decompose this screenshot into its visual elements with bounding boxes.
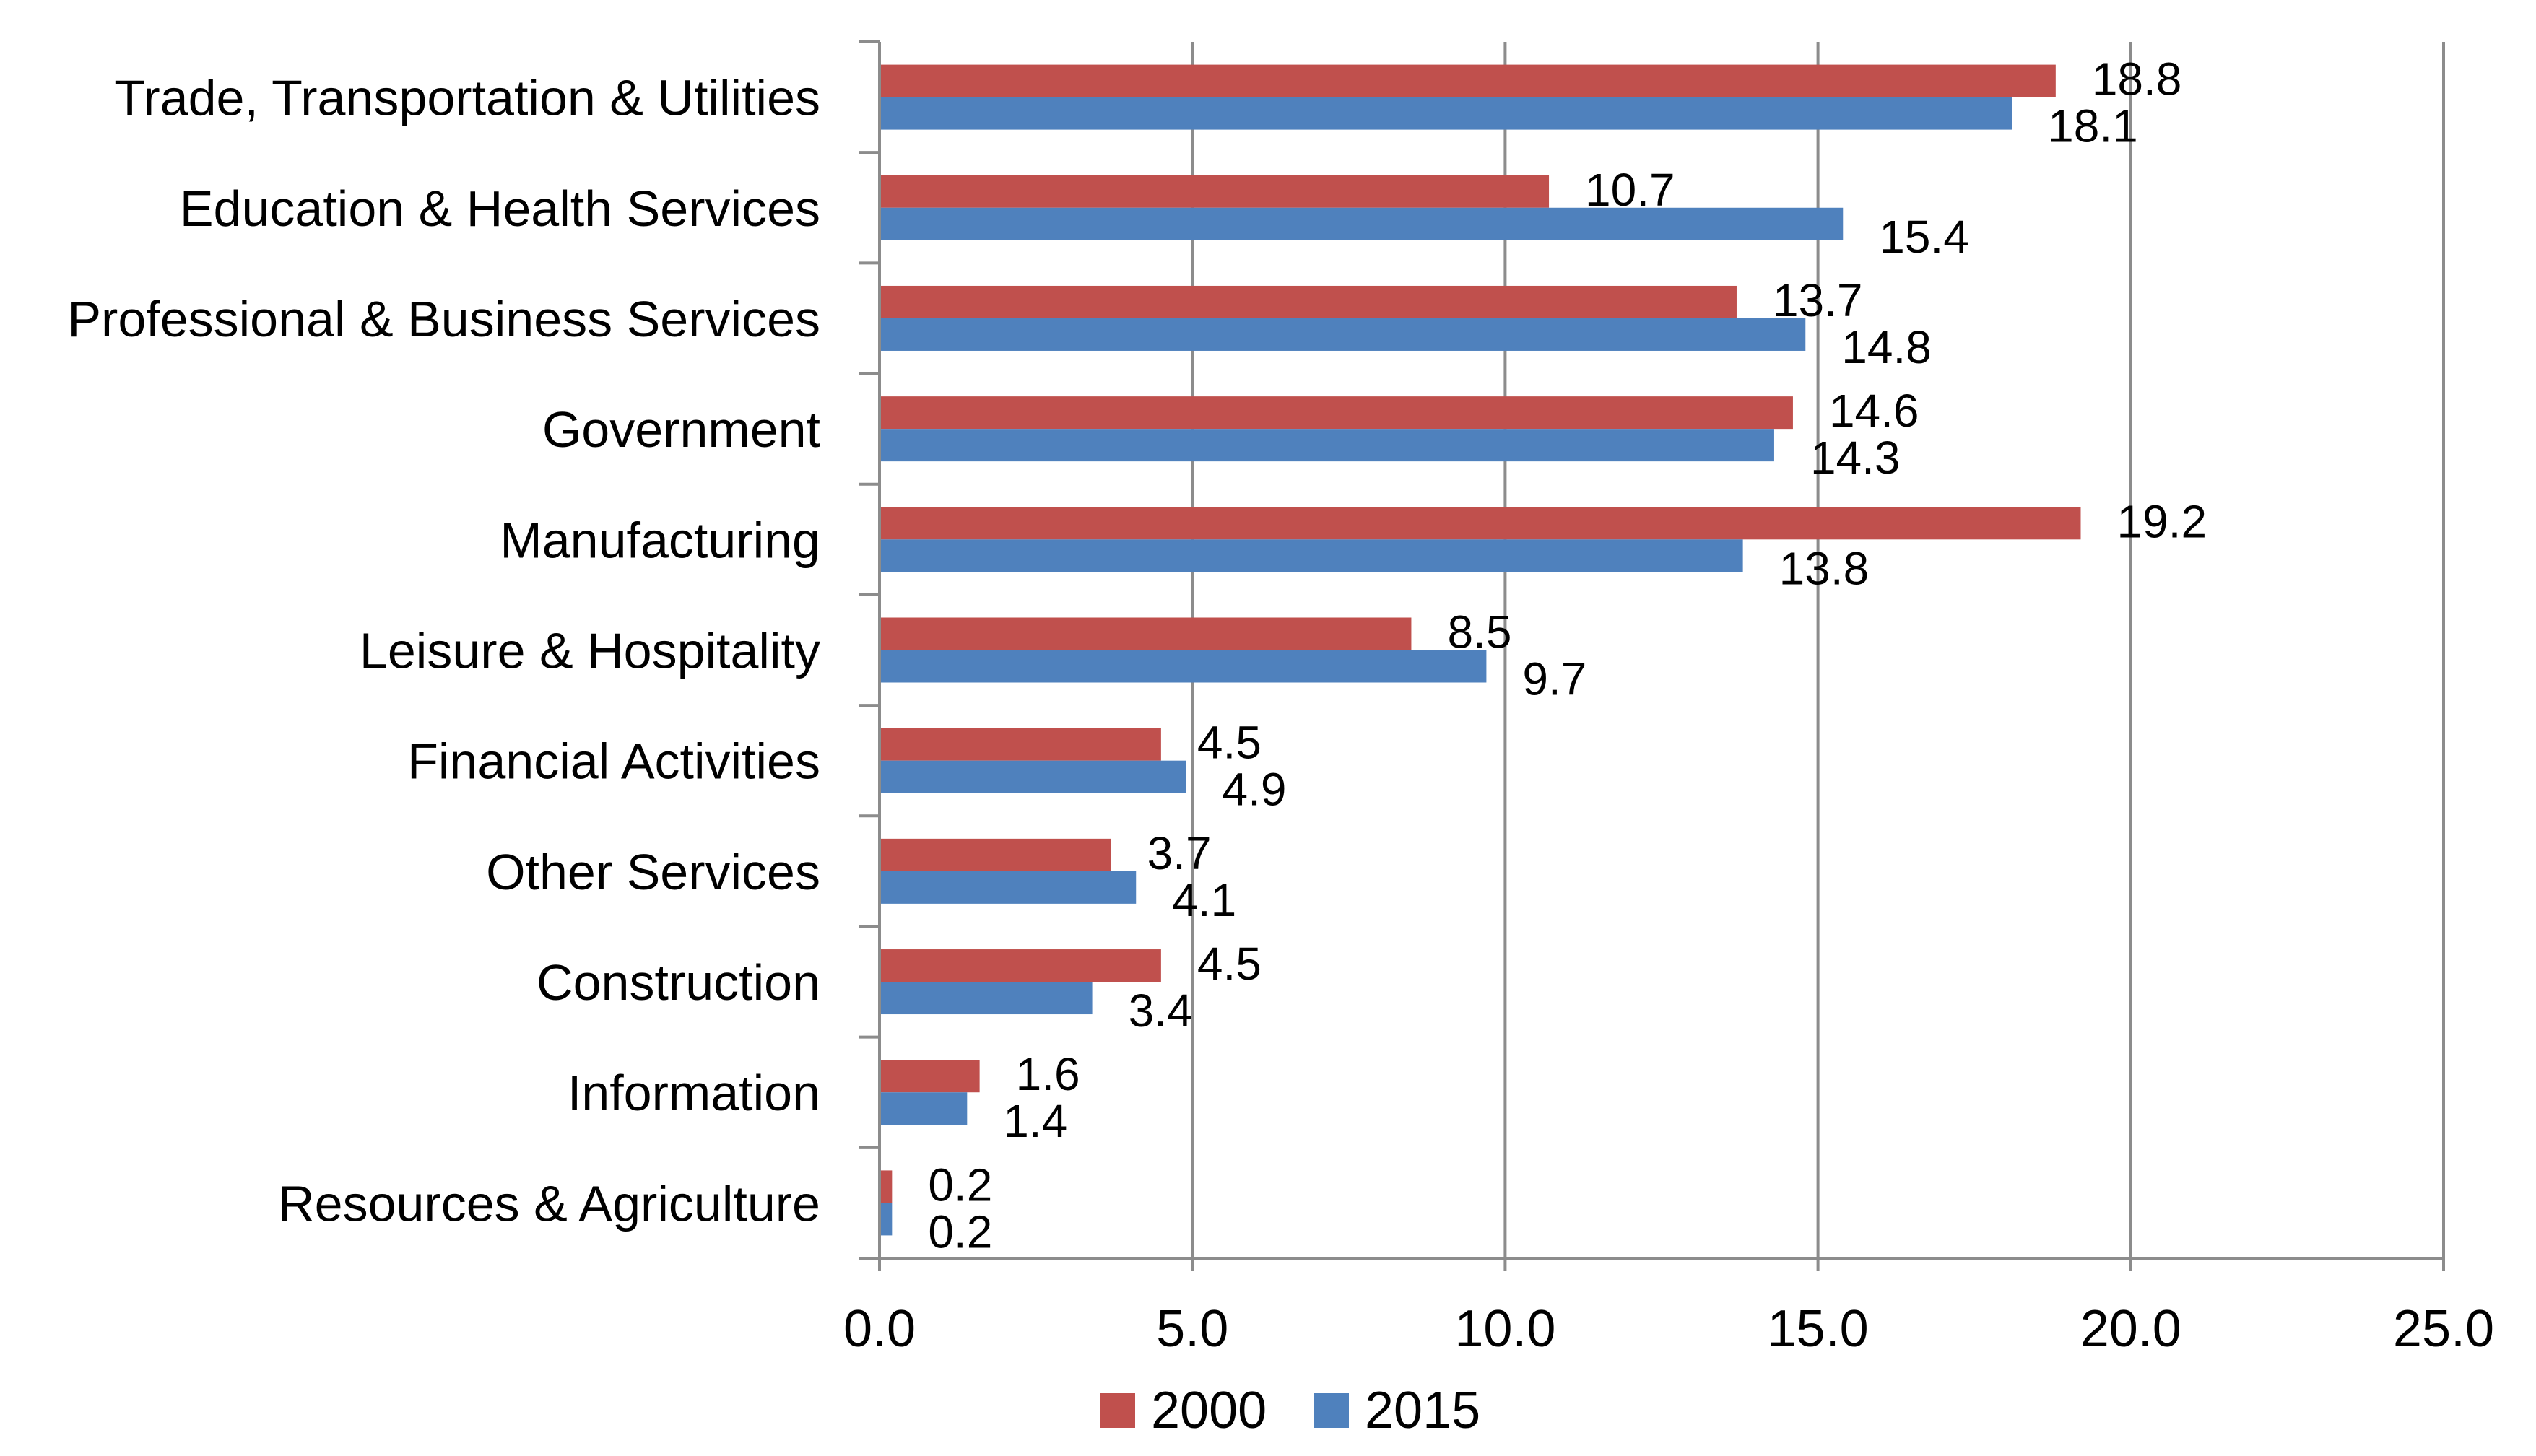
category-label: Education & Health Services [180, 180, 820, 237]
data-label-2015: 4.1 [1172, 874, 1236, 926]
x-tick-label: 15.0 [1768, 1300, 1869, 1358]
bar-2000 [880, 617, 1412, 650]
bar-2000 [880, 1060, 980, 1093]
data-label-2000: 3.7 [1147, 827, 1212, 879]
x-tick-label: 0.0 [843, 1300, 916, 1358]
category-label: Government [542, 401, 820, 458]
x-tick-label: 10.0 [1454, 1300, 1555, 1358]
bar-2000 [880, 728, 1161, 761]
bar-2015 [880, 760, 1186, 793]
bar-2015 [880, 318, 1806, 351]
labels: 0.0 5.0 10.0 15.0 20.0 25.0 Trade, Transportat… [67, 53, 2494, 1358]
bar-2015 [880, 97, 2012, 130]
x-tick-label: 20.0 [2080, 1300, 2181, 1358]
data-label-2000: 18.8 [2092, 53, 2182, 105]
category-label: Professional & Business Services [67, 291, 820, 347]
data-label-2000: 8.5 [1447, 606, 1511, 658]
bar-2000 [880, 507, 2081, 540]
legend-swatch-2015 [1314, 1393, 1349, 1428]
data-label-2015: 14.3 [1810, 432, 1901, 484]
data-label-2015: 4.9 [1223, 764, 1287, 816]
axes [859, 40, 2445, 1271]
data-label-2015: 0.2 [928, 1206, 992, 1257]
legend-label-2000: 2000 [1151, 1382, 1267, 1439]
data-label-2015: 14.8 [1841, 321, 1932, 373]
data-label-2015: 13.8 [1779, 542, 1870, 594]
bar-2000 [880, 1170, 893, 1203]
legend: 2000 2015 [1100, 1382, 1480, 1439]
category-label: Construction [537, 954, 820, 1011]
data-label-2000: 4.5 [1197, 938, 1262, 990]
data-label-2015: 9.7 [1522, 653, 1586, 705]
bar-2000 [880, 175, 1550, 208]
bar-2000 [880, 396, 1793, 430]
data-label-2000: 4.5 [1197, 717, 1262, 769]
bars [880, 64, 2081, 1236]
x-tick-label: 25.0 [2393, 1300, 2494, 1358]
data-label-2000: 10.7 [1585, 164, 1675, 216]
data-label-2000: 13.7 [1773, 274, 1863, 326]
data-label-2015: 18.1 [2048, 100, 2138, 152]
bar-2000 [880, 285, 1737, 318]
data-label-2000: 14.6 [1829, 385, 1919, 437]
category-label: Financial Activities [407, 733, 820, 790]
category-label: Resources & Agriculture [278, 1175, 820, 1232]
category-label: Information [568, 1065, 820, 1121]
bar-2015 [880, 1203, 893, 1236]
bar-2015 [880, 982, 1093, 1015]
bar-2015 [880, 539, 1743, 572]
bar-2000 [880, 949, 1161, 982]
data-label-2015: 3.4 [1129, 985, 1193, 1037]
data-label-2015: 15.4 [1879, 211, 1969, 263]
bar-2015 [880, 429, 1774, 462]
bar-2015 [880, 650, 1487, 683]
category-label: Other Services [486, 844, 820, 900]
data-label-2000: 19.2 [2116, 495, 2207, 547]
data-label-2015: 1.4 [1003, 1095, 1067, 1147]
category-label: Leisure & Hospitality [360, 623, 820, 679]
bar-2015 [880, 207, 1844, 240]
legend-swatch-2000 [1100, 1393, 1135, 1428]
category-label: Trade, Transportation & Utilities [114, 70, 820, 126]
gridlines [1191, 42, 2445, 1258]
bar-2000 [880, 838, 1111, 871]
x-tick-label: 5.0 [1156, 1300, 1228, 1358]
legend-label-2015: 2015 [1365, 1382, 1480, 1439]
bar-2015 [880, 871, 1137, 904]
data-label-2000: 1.6 [1016, 1048, 1080, 1100]
bar-2015 [880, 1092, 968, 1125]
category-label: Manufacturing [500, 512, 820, 568]
data-label-2000: 0.2 [928, 1159, 992, 1211]
bar-2000 [880, 64, 2056, 97]
